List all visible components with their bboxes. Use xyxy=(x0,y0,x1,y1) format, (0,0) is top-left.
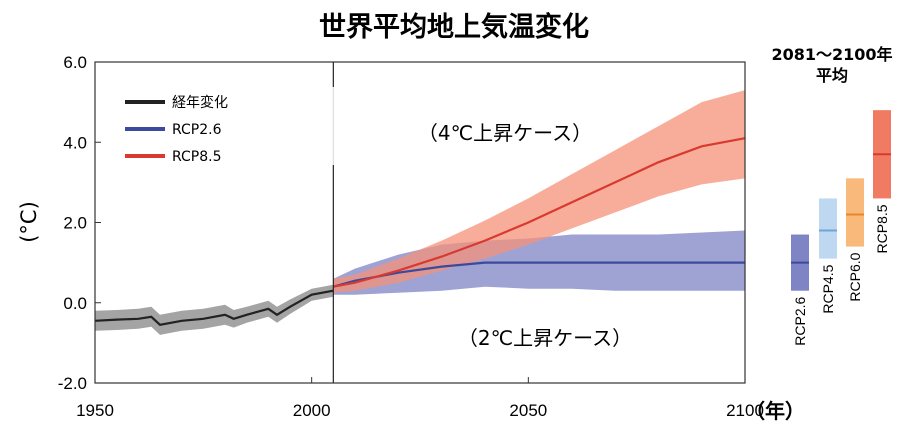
side-panel-subtitle: 平均 xyxy=(816,66,848,85)
annotation-2c-case: （2℃上昇ケース） xyxy=(458,326,632,350)
legend-entry-RCP2.6: RCP2.6 xyxy=(172,122,222,138)
side-bar-RCP6.0 xyxy=(846,178,864,247)
plot-area xyxy=(94,90,746,335)
y-tick-label: -2.0 xyxy=(58,374,87,393)
y-tick-label: 0.0 xyxy=(63,294,87,313)
side-bar-label-RCP2.6: RCP2.6 xyxy=(792,297,808,346)
axes: -2.0 0.0 2.0 4.0 6.0 1950 2000 2050 2100 xyxy=(58,53,764,420)
x-tick-label: 2100 xyxy=(726,401,764,420)
band-経年変化 xyxy=(95,284,334,335)
x-tick-label: 1950 xyxy=(76,401,114,420)
legend-entry-経年変化: 経年変化 xyxy=(172,94,228,111)
side-panel: RCP2.6 RCP4.5 RCP6.0 RCP8.5 xyxy=(791,110,891,346)
y-tick-label: 6.0 xyxy=(63,53,87,72)
series-line-RCP8.5 xyxy=(333,137,746,288)
y-axis-label: (°C) xyxy=(17,201,41,243)
side-bar-label-RCP4.5: RCP4.5 xyxy=(820,264,836,313)
x-tick-label: 2000 xyxy=(293,401,331,420)
side-bar-RCP4.5 xyxy=(819,198,837,259)
annotation-4c-case: （4℃上昇ケース） xyxy=(418,121,592,145)
side-panel-title: 2081～2100年 xyxy=(771,45,892,64)
series-line-経年変化 xyxy=(94,289,334,326)
chart-title: 世界平均地上気温変化 xyxy=(319,11,589,43)
x-tick-label: 2050 xyxy=(509,401,547,420)
side-bar-label-RCP8.5: RCP8.5 xyxy=(874,204,890,253)
y-tick-label: 4.0 xyxy=(63,133,87,152)
legend: 経年変化 RCP2.6 RCP8.5 xyxy=(112,87,334,165)
side-bar-label-RCP6.0: RCP6.0 xyxy=(847,252,863,301)
band-RCP8.5 xyxy=(333,90,745,293)
y-tick-label: 2.0 xyxy=(63,214,87,233)
legend-entry-RCP8.5: RCP8.5 xyxy=(172,149,222,165)
x-axis-unit-label: （年） xyxy=(745,399,805,423)
